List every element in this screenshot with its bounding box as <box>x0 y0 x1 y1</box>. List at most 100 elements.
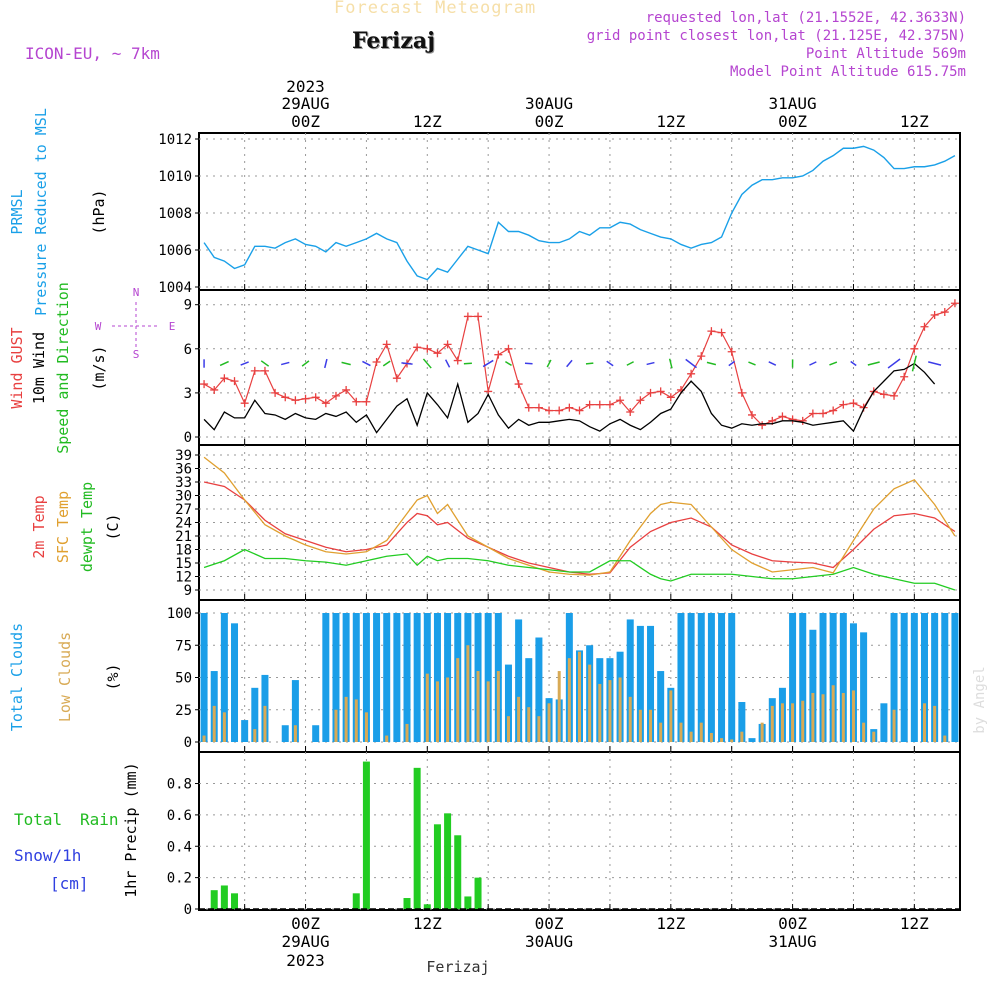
total-cloud-bar <box>677 613 685 742</box>
total-cloud-bar <box>312 725 320 742</box>
gust-marker <box>331 391 340 400</box>
low-cloud-bar <box>638 709 642 742</box>
low-cloud-bar <box>506 716 510 742</box>
total-cloud-bar <box>383 613 391 742</box>
y-tick-label: 0.6 <box>167 808 192 824</box>
y-tick-label: 33 <box>175 475 192 491</box>
low-cloud-bar <box>801 700 805 742</box>
gust-marker <box>250 366 259 375</box>
dewpoint-line <box>203 548 956 591</box>
meteogram-title: Forecast Meteogram <box>334 0 537 18</box>
rain-bar <box>454 835 462 909</box>
top-hour-label: 12Z <box>413 112 442 131</box>
wind-10m-label: 10m Wind <box>30 332 48 404</box>
total-cloud-bar <box>413 613 421 742</box>
gust-marker <box>321 399 330 408</box>
gust-marker <box>342 385 351 394</box>
dewpoint-label: dewpt Temp <box>78 482 96 572</box>
gust-marker <box>352 397 361 406</box>
gust-marker <box>656 387 665 396</box>
bottom-date-label: 31AUG <box>768 932 816 951</box>
total-cloud-bar <box>748 738 756 742</box>
wind-arrow <box>850 360 857 367</box>
top-hour-label: 00Z <box>291 112 320 131</box>
gust-marker <box>920 322 929 331</box>
bottom-hour-label: 00Z <box>291 914 320 933</box>
top-year-label: 2023 <box>286 77 325 96</box>
low-cloud-bar <box>364 712 368 742</box>
model-label: ICON-EU, ~ 7km <box>25 44 160 63</box>
gust-marker <box>666 393 675 402</box>
gust-marker <box>900 372 909 381</box>
low-cloud-bar <box>557 671 561 742</box>
bottom-hour-label: 00Z <box>535 914 564 933</box>
pressure-line <box>203 145 956 281</box>
low-cloud-bar <box>821 694 825 742</box>
rain-bar <box>433 824 441 909</box>
y-tick-label: 1004 <box>158 280 192 296</box>
y-tick-label: 24 <box>175 516 192 532</box>
total-cloud-bar <box>799 613 807 742</box>
gust-marker <box>798 416 807 425</box>
low-cloud-bar <box>476 671 480 742</box>
gust-marker <box>717 328 726 337</box>
total-cloud-bar <box>728 613 736 742</box>
gust-marker <box>849 399 858 408</box>
gust-marker <box>707 327 716 336</box>
rain-bar <box>352 893 360 909</box>
gust-marker <box>910 344 919 353</box>
wind-arrow <box>829 361 838 366</box>
wind-arrow <box>566 359 573 368</box>
total-cloud-bar <box>433 613 441 742</box>
wind-arrow <box>728 360 736 367</box>
total-cloud-bar <box>880 703 888 742</box>
gust-marker <box>595 400 604 409</box>
top-date-label: 29AUG <box>281 94 329 113</box>
gust-marker <box>494 350 503 359</box>
wind-arrow <box>748 361 756 366</box>
sfc-temp-label: SFC Temp <box>54 491 72 563</box>
gust-marker <box>829 406 838 415</box>
total-cloud-bar <box>484 613 492 742</box>
total-cloud-bar <box>718 613 726 742</box>
y-tick-label: 6 <box>184 342 192 358</box>
bottom-year-label: 2023 <box>286 951 325 970</box>
total-cloud-bar <box>738 702 746 742</box>
low-cloud-bar <box>841 692 845 742</box>
y-tick-label: 1006 <box>158 243 192 259</box>
total-cloud-bar <box>626 619 634 742</box>
low-cloud-bar <box>649 709 653 742</box>
low-cloud-bar <box>872 731 876 742</box>
low-cloud-bar <box>892 709 896 742</box>
wind-arrow <box>362 360 371 367</box>
y-tick-label: 1012 <box>158 132 192 148</box>
low-cloud-bar <box>496 671 500 742</box>
low-cloud-bar <box>851 690 855 742</box>
snow-unit-label: [cm] <box>50 874 89 893</box>
gust-marker <box>260 366 269 375</box>
y-tick-label: 1010 <box>158 169 192 185</box>
gust-marker <box>747 410 756 419</box>
wind-arrow <box>646 361 655 366</box>
wind-unit: (m/s) <box>90 345 108 390</box>
wind-arrow <box>685 358 697 369</box>
wind-arrow <box>260 360 270 367</box>
gust-marker <box>362 397 371 406</box>
y-tick-label: 1008 <box>158 206 192 222</box>
gust-marker <box>443 340 452 349</box>
low-cloud-bar <box>253 729 257 742</box>
rain-bar <box>362 761 370 909</box>
low-cloud-bar <box>770 705 774 742</box>
low-cloud-bar <box>618 677 622 742</box>
low-cloud-bar <box>425 673 429 742</box>
low-cloud-bar <box>456 658 460 742</box>
top-date-label: 30AUG <box>525 94 573 113</box>
panel-frame <box>198 289 961 446</box>
total-cloud-bar <box>362 613 370 742</box>
wind-arrow <box>422 358 432 369</box>
gust-marker <box>636 396 645 405</box>
low-cloud-bar <box>943 735 947 742</box>
total-cloud-bar <box>697 613 705 742</box>
gust-marker <box>534 403 543 412</box>
gust-marker <box>930 310 939 319</box>
